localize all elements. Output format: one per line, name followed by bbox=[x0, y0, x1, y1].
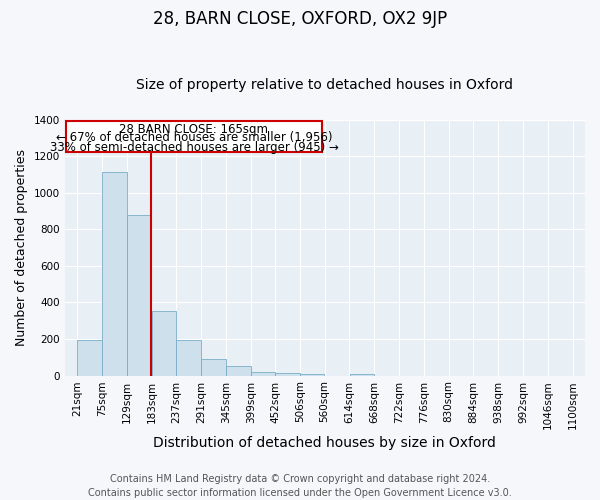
Text: 33% of semi-detached houses are larger (945) →: 33% of semi-detached houses are larger (… bbox=[50, 141, 338, 154]
Text: 28, BARN CLOSE, OXFORD, OX2 9JP: 28, BARN CLOSE, OXFORD, OX2 9JP bbox=[153, 10, 447, 28]
Bar bbox=[152, 310, 176, 376]
Bar bbox=[251, 372, 275, 376]
Bar bbox=[201, 359, 226, 376]
Y-axis label: Number of detached properties: Number of detached properties bbox=[15, 149, 28, 346]
X-axis label: Distribution of detached houses by size in Oxford: Distribution of detached houses by size … bbox=[154, 436, 496, 450]
Text: ← 67% of detached houses are smaller (1,956): ← 67% of detached houses are smaller (1,… bbox=[56, 132, 332, 144]
Text: Contains HM Land Registry data © Crown copyright and database right 2024.
Contai: Contains HM Land Registry data © Crown c… bbox=[88, 474, 512, 498]
Bar bbox=[176, 340, 201, 376]
Bar bbox=[102, 172, 127, 376]
FancyBboxPatch shape bbox=[65, 122, 322, 152]
Bar bbox=[300, 374, 325, 376]
Bar bbox=[127, 214, 151, 376]
Bar bbox=[226, 366, 251, 376]
Bar bbox=[77, 340, 102, 376]
Title: Size of property relative to detached houses in Oxford: Size of property relative to detached ho… bbox=[136, 78, 514, 92]
Bar bbox=[350, 374, 374, 376]
Text: 28 BARN CLOSE: 165sqm: 28 BARN CLOSE: 165sqm bbox=[119, 122, 268, 136]
Bar bbox=[275, 373, 299, 376]
